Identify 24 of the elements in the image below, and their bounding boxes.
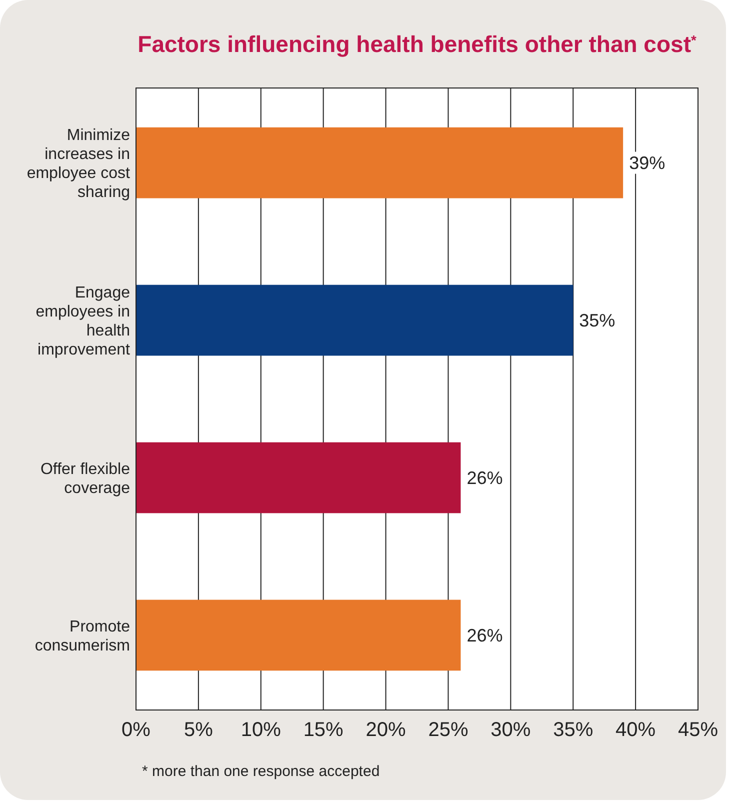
y-tick-label: Engage employees in health improvement — [36, 284, 131, 358]
bar — [136, 442, 461, 514]
bar — [136, 284, 574, 356]
text: * more than one response accepted — [142, 763, 380, 780]
x-tick-label: 30% — [490, 719, 531, 741]
x-tick-label: 40% — [616, 719, 656, 741]
data-label: 26% — [466, 626, 503, 646]
chart-title: Factors influencing health benefits other than cost$^{*}$ — [138, 31, 697, 57]
x-tick-label: 25% — [428, 719, 468, 741]
bar — [136, 600, 461, 671]
x-tick-label: 0% — [122, 719, 151, 741]
x-tick-label: 10% — [240, 719, 282, 741]
x-tick-label: 35% — [553, 719, 594, 741]
bar — [136, 127, 624, 198]
y-tick-label: Promote consumerism — [34, 618, 130, 654]
x-tick-label: 5% — [184, 719, 214, 741]
x-tick-label: 15% — [303, 719, 344, 741]
y-tick-label: Minimize increases in employee cost sharing — [26, 126, 131, 201]
data-label: 35% — [579, 310, 616, 331]
data-label: 26% — [466, 468, 503, 488]
data-label: 39% — [629, 153, 666, 174]
y-tick-label: Offer flexible coverage — [40, 460, 130, 497]
x-tick-label: 45% — [678, 719, 718, 741]
x-tick-label: 20% — [366, 719, 406, 741]
